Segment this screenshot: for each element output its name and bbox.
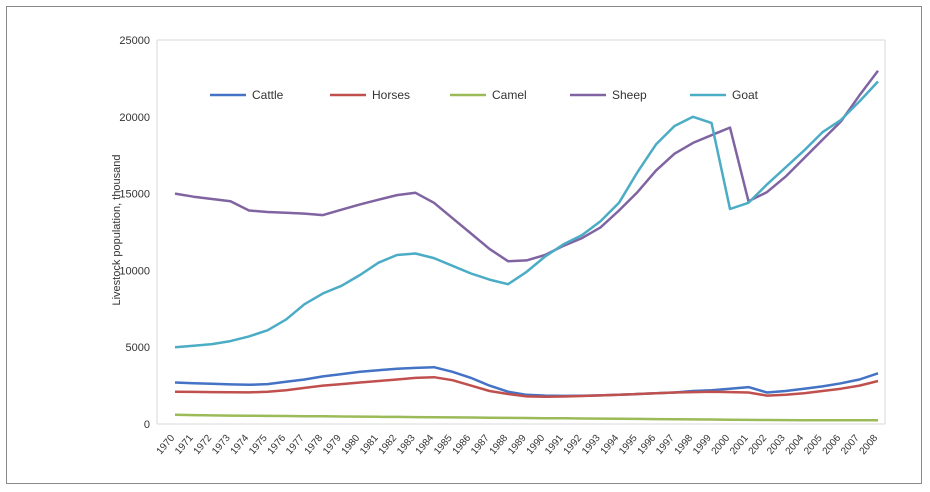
x-tick-label: 1997 [654,433,677,457]
x-tick-label: 1986 [451,433,474,457]
x-tick-label: 1995 [617,433,640,457]
x-tick-label: 1988 [488,433,511,457]
x-tick-label: 2007 [839,433,862,457]
chart-frame [6,6,922,484]
legend-label-goat: Goat [732,88,759,102]
x-tick-label: 2003 [765,433,788,457]
series-line-cattle [174,365,879,398]
x-tick-label: 1978 [303,433,326,457]
series-line-camel [174,413,878,422]
x-tick-label: 1979 [321,433,344,457]
x-tick-label: 1970 [155,433,178,457]
x-tick-label: 1983 [395,433,418,457]
x-tick-label: 1981 [358,433,381,457]
x-tick-label: 1977 [284,433,307,457]
x-tick-label: 2001 [728,433,751,457]
y-tick-labels: 0 5000 10000 15000 20000 25000 [119,35,150,431]
series-lines [174,69,879,422]
x-tick-label: 1984 [414,433,437,457]
x-tick-label: 1993 [580,433,603,457]
legend-label-sheep: Sheep [612,88,647,102]
x-tick-label: 2004 [784,433,807,457]
y-axis-label: Livestock population, thousand [111,154,123,305]
legend-label-camel: Camel [492,88,527,102]
x-tick-label: 1992 [562,433,585,457]
x-tick-label: 1974 [229,433,252,457]
legend-label-horses: Horses [372,88,410,102]
x-tick-labels: 1970197119721973197419751976197719781979… [155,433,881,457]
x-tick-label: 1980 [340,433,363,457]
x-tick-label: 1976 [266,433,289,457]
y-tick-label: 20000 [119,112,150,124]
y-tick-label: 0 [144,419,150,431]
x-tick-label: 1991 [543,433,566,457]
series-line-sheep [174,69,879,263]
y-tick-label: 15000 [119,189,150,201]
x-tick-label: 1972 [192,433,215,457]
series-line-goat [174,80,879,349]
x-tick-label: 1994 [599,433,622,457]
x-tick-label: 2005 [802,433,825,457]
x-tick-label: 1971 [173,433,196,457]
x-tick-label: 1973 [210,433,233,457]
x-tick-label: 1999 [691,433,714,457]
x-tick-label: 2002 [747,433,770,457]
x-tick-label: 2008 [858,433,881,457]
x-tick-label: 1998 [673,433,696,457]
y-tick-label: 5000 [126,342,150,354]
x-tick-label: 1990 [525,433,548,457]
legend: Cattle Horses Camel Sheep Goat [210,88,759,102]
x-tick-label: 2006 [821,433,844,457]
series-line-horses [174,375,879,398]
x-tick-label: 1982 [377,433,400,457]
x-tick-label: 1975 [247,433,270,457]
x-tick-label: 1996 [636,433,659,457]
y-tick-label: 10000 [119,265,150,277]
y-tick-label: 25000 [119,35,150,47]
x-tick-label: 1989 [506,433,529,457]
x-tick-label: 1987 [469,433,492,457]
x-tick-label: 1985 [432,433,455,457]
legend-label-cattle: Cattle [252,88,284,102]
x-tick-label: 2000 [710,433,733,457]
